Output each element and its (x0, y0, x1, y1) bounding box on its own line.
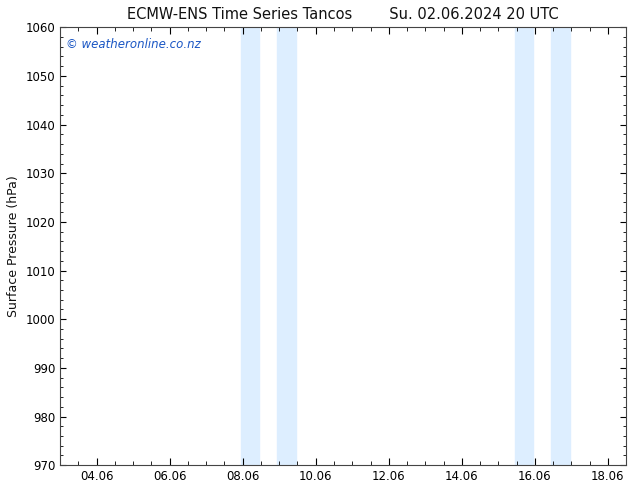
Bar (515, 27, 533, 465)
Bar (552, 27, 569, 465)
Title: ECMW-ENS Time Series Tancos        Su. 02.06.2024 20 UTC: ECMW-ENS Time Series Tancos Su. 02.06.20… (127, 7, 559, 22)
Bar (278, 27, 295, 465)
Text: © weatheronline.co.nz: © weatheronline.co.nz (66, 38, 200, 51)
Bar (241, 27, 259, 465)
Y-axis label: Surface Pressure (hPa): Surface Pressure (hPa) (7, 175, 20, 317)
